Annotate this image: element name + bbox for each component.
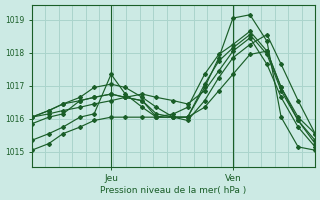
X-axis label: Pression niveau de la mer( hPa ): Pression niveau de la mer( hPa ): [100, 186, 247, 195]
